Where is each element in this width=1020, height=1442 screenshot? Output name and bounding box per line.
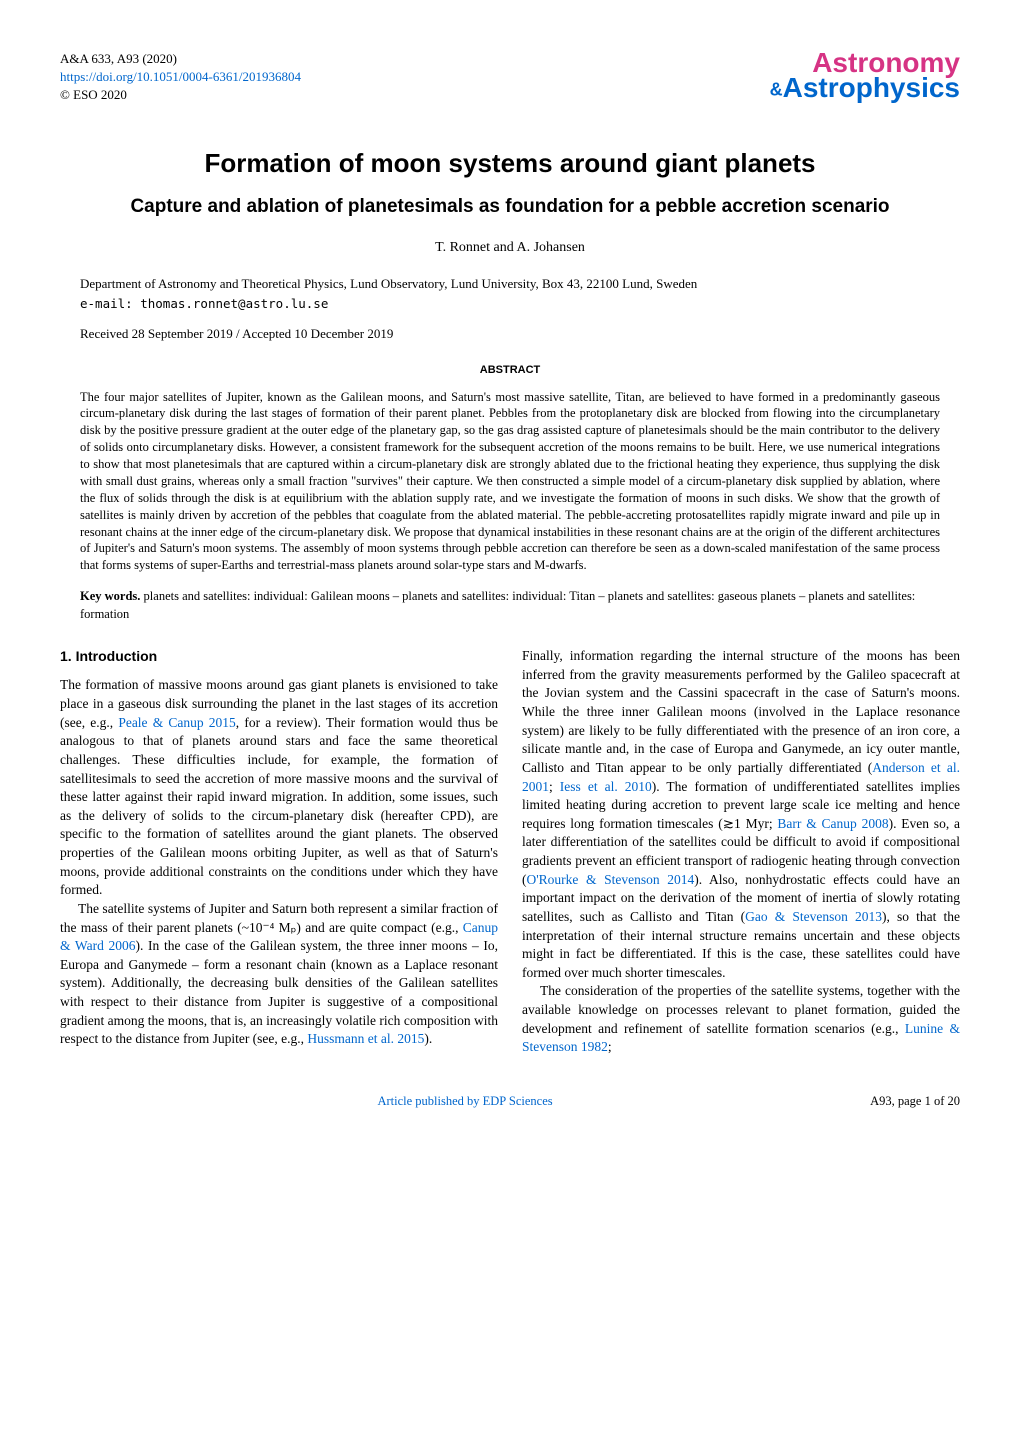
copyright: © ESO 2020 [60,86,301,104]
intro-paragraph-1: The formation of massive moons around ga… [60,676,498,900]
journal-ref: A&A 633, A93 (2020) [60,50,301,68]
logo-ampersand: & [770,80,783,100]
footer-publisher[interactable]: Article published by EDP Sciences [377,1093,552,1111]
footer-page-number: A93, page 1 of 20 [870,1093,960,1111]
citation[interactable]: Peale & Canup 2015 [118,715,235,730]
page-footer: Article published by EDP Sciences A93, p… [60,1093,960,1111]
citation[interactable]: Gao & Stevenson 2013 [745,909,882,924]
column-left: 1. Introduction The formation of massive… [60,647,498,1057]
paper-title: Formation of moon systems around giant p… [60,145,960,181]
logo-astrophysics: Astrophysics [783,72,960,103]
citation[interactable]: Iess et al. 2010 [560,779,652,794]
section-1-heading: 1. Introduction [60,647,498,666]
citation[interactable]: Hussmann et al. 2015 [307,1031,424,1046]
intro-paragraph-3: Finally, information regarding the inter… [522,647,960,982]
email-address: thomas.ronnet@astro.lu.se [140,296,328,311]
keywords: Key words. planets and satellites: indiv… [80,588,940,623]
citation[interactable]: O'Rourke & Stevenson 2014 [527,872,695,887]
header-row: A&A 633, A93 (2020) https://doi.org/10.1… [60,50,960,105]
journal-logo: Astronomy &Astrophysics [770,50,960,100]
keywords-text: planets and satellites: individual: Gali… [80,589,915,621]
doi-link[interactable]: https://doi.org/10.1051/0004-6361/201936… [60,69,301,84]
email-line: e-mail: thomas.ronnet@astro.lu.se [80,295,960,313]
abstract-heading: ABSTRACT [60,363,960,378]
column-right: Finally, information regarding the inter… [522,647,960,1057]
two-column-body: 1. Introduction The formation of massive… [60,647,960,1057]
authors: T. Ronnet and A. Johansen [60,238,960,258]
abstract-text: The four major satellites of Jupiter, kn… [80,389,940,575]
email-label: e-mail: [80,296,140,311]
intro-paragraph-2: The satellite systems of Jupiter and Sat… [60,900,498,1049]
affiliation: Department of Astronomy and Theoretical … [80,275,960,293]
dates: Received 28 September 2019 / Accepted 10… [80,325,960,343]
keywords-label: Key words. [80,589,144,603]
citation[interactable]: Barr & Canup 2008 [777,816,888,831]
paper-subtitle: Capture and ablation of planetesimals as… [60,195,960,220]
header-left: A&A 633, A93 (2020) https://doi.org/10.1… [60,50,301,105]
intro-paragraph-4: The consideration of the properties of t… [522,982,960,1057]
